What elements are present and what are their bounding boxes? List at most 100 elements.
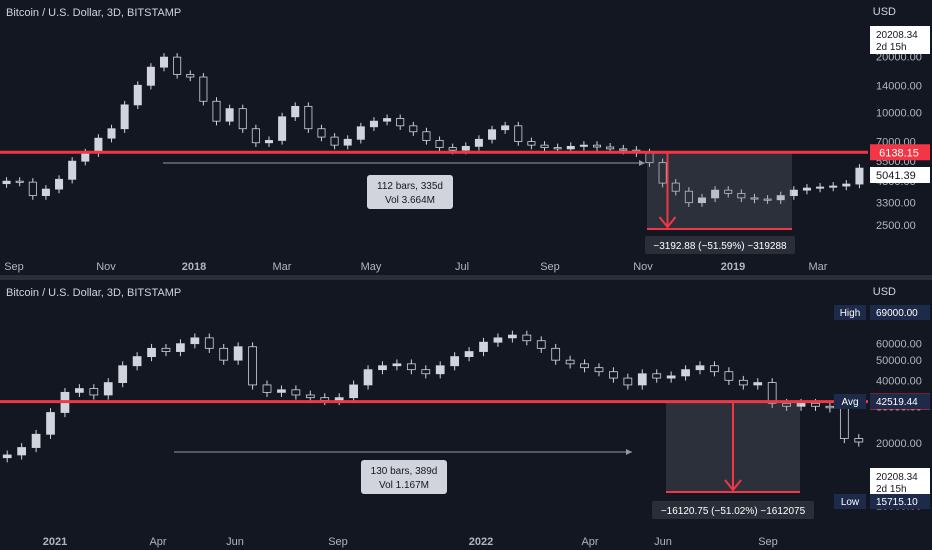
time-axis-tick-label: Sep xyxy=(540,261,560,273)
price-axis-tick-label: 3300.00 xyxy=(876,198,916,210)
candle-body xyxy=(225,108,234,122)
candle-body xyxy=(356,126,365,140)
candle-body xyxy=(697,197,706,204)
candle-body xyxy=(825,405,835,409)
candle-body xyxy=(383,118,392,122)
range-label-box xyxy=(367,175,453,209)
panel-divider[interactable] xyxy=(0,275,932,280)
drop-label-box xyxy=(645,236,795,254)
candle-body xyxy=(684,190,693,204)
candle-body xyxy=(173,56,182,75)
candle-body xyxy=(264,140,273,144)
candle-body xyxy=(204,337,214,349)
candle-body xyxy=(776,195,785,201)
high-label-box xyxy=(834,305,866,320)
candle-body xyxy=(2,454,12,459)
candle-body xyxy=(2,180,11,185)
candle-body xyxy=(330,136,339,146)
candle-body xyxy=(409,125,418,133)
candle-body xyxy=(666,375,676,379)
candle-body xyxy=(488,129,497,140)
price-axis-tick-label: 2500.00 xyxy=(876,220,916,232)
bottom-chart-panel[interactable]: 60000.0050000.0040000.0030000.0020000.00… xyxy=(0,280,932,550)
measure-range-box xyxy=(647,152,792,229)
time-axis-tick-label: 2022 xyxy=(469,536,493,548)
candle-body xyxy=(464,351,474,358)
candle-body xyxy=(479,341,488,352)
candle-body xyxy=(461,145,470,151)
time-axis-tick-label: Apr xyxy=(581,536,598,548)
candle-body xyxy=(619,148,628,151)
last-price-value: 20208.34 xyxy=(876,30,918,41)
candle-body xyxy=(579,144,588,147)
candle-body xyxy=(448,147,457,151)
range-label-box xyxy=(361,460,447,494)
low-value-box xyxy=(870,494,930,509)
bottom-chart-svg[interactable]: 60000.0050000.0040000.0030000.0020000.00… xyxy=(0,280,932,550)
candle-body xyxy=(238,108,247,130)
price-axis-tick-label: 10000.00 xyxy=(876,108,922,120)
high-label: High xyxy=(840,308,861,319)
top-chart-panel[interactable]: 20000.0014000.0010000.007000.005500.0043… xyxy=(0,0,932,275)
candle-body xyxy=(349,384,358,399)
candle-body xyxy=(161,347,171,352)
range-label-bars: 130 bars, 389d xyxy=(371,466,438,477)
candle-body xyxy=(107,128,116,139)
candle-body xyxy=(737,192,746,199)
candle-body xyxy=(146,66,155,86)
candle-body xyxy=(262,384,272,393)
candle-body xyxy=(435,365,445,375)
candle-body xyxy=(103,382,113,396)
price-axis-tick-label: 20000.00 xyxy=(876,438,922,450)
current-price-value: 5041.39 xyxy=(876,170,916,182)
time-axis-tick-label: Apr xyxy=(149,536,166,548)
candle-body xyxy=(829,185,838,188)
candle-body xyxy=(536,340,546,349)
candle-body xyxy=(212,100,221,122)
candle-body xyxy=(474,138,483,147)
current-price-tag xyxy=(870,167,930,183)
candle-body xyxy=(789,189,798,197)
drop-label-box xyxy=(652,501,814,519)
top-chart-svg[interactable]: 20000.0014000.0010000.007000.005500.0043… xyxy=(0,0,932,275)
candle-body xyxy=(190,337,200,345)
candle-body xyxy=(652,373,662,379)
candle-body xyxy=(320,397,330,401)
time-axis-tick-label: 2021 xyxy=(43,536,67,548)
time-axis-tick-label: Jun xyxy=(654,536,672,548)
candle-body xyxy=(199,76,208,102)
drop-arrow-head xyxy=(724,479,742,492)
candle-body xyxy=(41,188,50,197)
low-label: Low xyxy=(841,497,860,508)
candle-body xyxy=(711,189,720,199)
avg-label-box xyxy=(834,394,866,409)
candle-body xyxy=(551,347,561,361)
candle-body xyxy=(695,365,705,371)
candle-body xyxy=(378,365,387,371)
support-level-tag xyxy=(870,144,930,161)
candle-body xyxy=(767,382,777,404)
candle-body xyxy=(94,137,103,154)
candle-body xyxy=(854,438,864,443)
candle-body xyxy=(609,371,618,379)
avg-value-box xyxy=(870,394,930,409)
price-axis-tick-label: 20000.00 xyxy=(876,51,922,63)
last-price-tag xyxy=(870,26,930,54)
candle-body xyxy=(593,144,602,148)
candle-body xyxy=(763,198,772,201)
last-price-tag xyxy=(870,468,930,496)
candle-body xyxy=(68,160,77,180)
range-arrow-head xyxy=(639,160,645,166)
candle-body xyxy=(565,359,575,365)
avg-label: Avg xyxy=(841,397,858,408)
time-axis-tick-label: Nov xyxy=(633,261,653,273)
candle-body xyxy=(527,141,536,146)
time-axis-tick-label: 2018 xyxy=(182,261,206,273)
time-axis-tick-label: Sep xyxy=(4,261,24,273)
drop-label-text: −3192.88 (−51.59%) −319288 xyxy=(653,241,787,252)
candle-body xyxy=(406,363,416,371)
top-axis-currency: USD xyxy=(872,6,896,18)
candle-body xyxy=(553,147,562,150)
candle-body xyxy=(802,187,811,191)
candle-body xyxy=(508,334,517,339)
